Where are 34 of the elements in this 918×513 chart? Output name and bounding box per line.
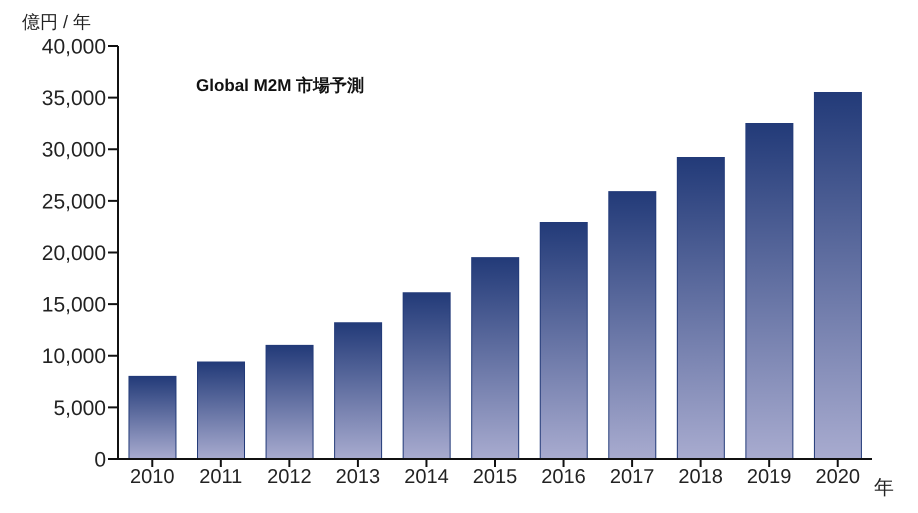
x-tick-label: 2017 (610, 466, 654, 488)
bar (266, 344, 314, 459)
y-tick-label: 25,000 (42, 190, 106, 214)
bar (334, 322, 382, 459)
x-tick-label: 2015 (472, 466, 518, 488)
x-tick-label: 2020 (815, 466, 860, 488)
y-tick-label: 40,000 (42, 35, 106, 58)
y-tick-label: 20,000 (42, 242, 106, 265)
x-tick-label: 2014 (404, 466, 449, 488)
x-tick-label: 2013 (336, 466, 380, 488)
x-tick-label: 2016 (541, 466, 586, 488)
y-tick-label: 15,000 (42, 294, 106, 317)
bar (676, 157, 725, 459)
bar (608, 191, 656, 459)
bar (402, 292, 451, 459)
x-tick-label: 2011 (199, 466, 242, 488)
bar (197, 361, 246, 459)
x-tick-label: 2018 (678, 466, 723, 488)
text: Global M2M 市場予測 (196, 75, 364, 97)
y-tick-label: 5,000 (53, 396, 106, 420)
y-tick-label: 35,000 (42, 87, 106, 110)
bar (471, 257, 520, 459)
x-tick-label: 2010 (130, 466, 175, 488)
x-tick-label: 2019 (746, 466, 792, 488)
bar (745, 122, 794, 459)
x-axis-title: 年 (874, 476, 894, 501)
x-tick-label: 2012 (267, 466, 312, 488)
y-tick-label: 10,000 (42, 345, 106, 368)
y-tick-label: 30,000 (42, 138, 106, 162)
bar (814, 92, 862, 459)
bar (128, 376, 176, 459)
y-tick-label: 0 (94, 448, 106, 472)
bar (540, 222, 588, 459)
y-axis-title: 億円 / 年 (22, 11, 92, 34)
